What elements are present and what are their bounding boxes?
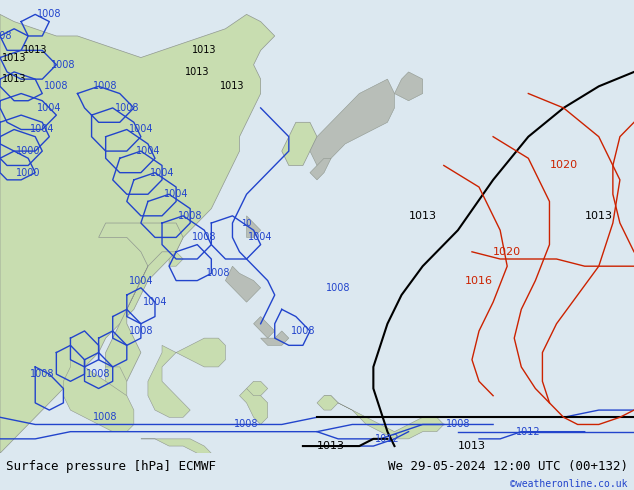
Polygon shape <box>226 266 261 302</box>
Text: 1013: 1013 <box>585 211 613 221</box>
Polygon shape <box>324 396 444 439</box>
Text: ©weatheronline.co.uk: ©weatheronline.co.uk <box>510 480 628 490</box>
Text: 1008: 1008 <box>51 60 75 70</box>
Polygon shape <box>281 122 317 166</box>
Polygon shape <box>261 331 289 345</box>
Polygon shape <box>394 72 423 101</box>
Text: 1008: 1008 <box>30 369 55 379</box>
Text: 1008: 1008 <box>37 9 61 20</box>
Text: 1004: 1004 <box>249 232 273 243</box>
Text: Surface pressure [hPa] ECMWF: Surface pressure [hPa] ECMWF <box>6 460 216 473</box>
Text: 1012: 1012 <box>375 434 400 444</box>
Polygon shape <box>106 367 127 403</box>
Text: 1012: 1012 <box>516 427 541 437</box>
Text: 1004: 1004 <box>164 189 188 199</box>
Text: 1013: 1013 <box>458 441 486 451</box>
Polygon shape <box>169 252 183 266</box>
Polygon shape <box>247 216 261 238</box>
Text: 1004: 1004 <box>150 168 174 178</box>
Text: 1013: 1013 <box>409 211 437 221</box>
Text: 1013: 1013 <box>317 441 345 451</box>
Polygon shape <box>0 14 275 453</box>
Text: 1008: 1008 <box>86 369 111 379</box>
Polygon shape <box>148 338 226 417</box>
Text: 1008: 1008 <box>93 412 118 422</box>
Text: 1004: 1004 <box>129 275 153 286</box>
Text: 1008: 1008 <box>326 283 351 293</box>
Text: 1013: 1013 <box>2 74 27 84</box>
Polygon shape <box>310 158 331 180</box>
Text: 1000: 1000 <box>16 168 41 178</box>
Text: 1008: 1008 <box>178 211 202 221</box>
Polygon shape <box>63 360 134 432</box>
Text: 1008: 1008 <box>0 31 12 41</box>
Text: 1008: 1008 <box>44 81 68 91</box>
Text: 1013: 1013 <box>23 46 48 55</box>
Text: 1004: 1004 <box>136 146 160 156</box>
Polygon shape <box>310 79 394 172</box>
Text: 1008: 1008 <box>192 232 217 243</box>
Text: 1000: 1000 <box>16 146 41 156</box>
Text: 1020: 1020 <box>550 160 578 171</box>
Text: 1008: 1008 <box>93 81 118 91</box>
Text: We 29-05-2024 12:00 UTC (00+132): We 29-05-2024 12:00 UTC (00+132) <box>387 460 628 473</box>
Text: 1020: 1020 <box>493 247 521 257</box>
Polygon shape <box>247 381 268 396</box>
Text: 1013: 1013 <box>192 46 217 55</box>
Text: 1004: 1004 <box>143 297 167 307</box>
Text: 1016: 1016 <box>465 275 493 286</box>
Text: 1004: 1004 <box>37 103 61 113</box>
Text: 1013: 1013 <box>185 67 209 77</box>
Polygon shape <box>275 453 296 461</box>
Polygon shape <box>141 439 211 453</box>
Text: 1008: 1008 <box>446 419 470 429</box>
Polygon shape <box>254 317 275 338</box>
Text: 1008: 1008 <box>235 419 259 429</box>
Polygon shape <box>240 389 268 424</box>
Text: 1008: 1008 <box>290 326 315 336</box>
Text: 1008: 1008 <box>206 269 231 278</box>
Text: 10: 10 <box>242 219 252 227</box>
Text: 1013: 1013 <box>220 81 245 91</box>
Text: 1013: 1013 <box>2 52 27 63</box>
Text: 1004: 1004 <box>30 124 55 134</box>
Text: 1008: 1008 <box>129 326 153 336</box>
Text: 1004: 1004 <box>129 124 153 134</box>
Polygon shape <box>99 223 183 381</box>
Polygon shape <box>317 396 338 410</box>
Text: 1008: 1008 <box>115 103 139 113</box>
